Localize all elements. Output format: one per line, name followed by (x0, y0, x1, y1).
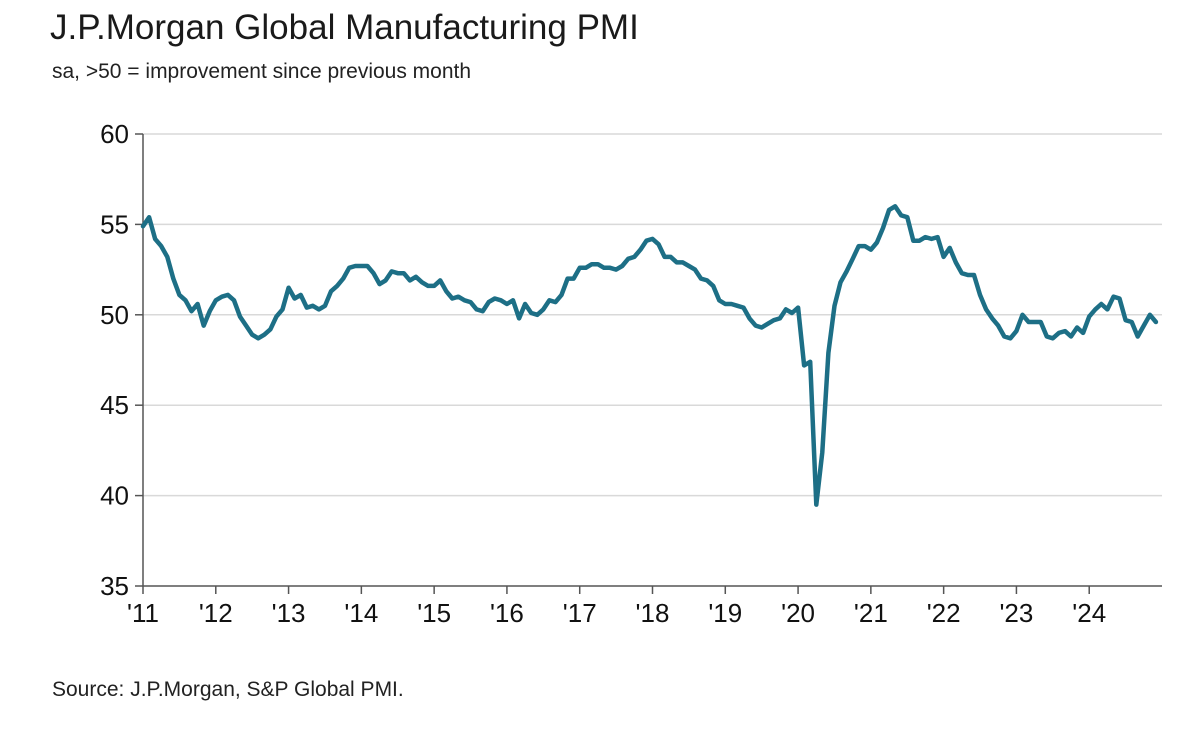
source-note: Source: J.P.Morgan, S&P Global PMI. (52, 678, 404, 701)
x-tick-label: '21 (854, 598, 888, 628)
x-axis-ticks: '11 '12 '13 '14 '15 '16 '17 '18 '19 '20 '21 '22 '23 '… (127, 598, 1106, 628)
series-layer (140, 204, 1159, 507)
y-tick-label: 40 (100, 481, 129, 511)
x-tick-label: '20 (781, 598, 815, 628)
x-tick-label: '14 (344, 598, 378, 628)
axes (135, 133, 1162, 594)
y-tick-label: 60 (100, 119, 129, 149)
x-tick-label: '18 (636, 598, 670, 628)
x-tick-label: '23 (999, 598, 1033, 628)
y-tick-label: 35 (100, 571, 129, 601)
chart-title: J.P.Morgan Global Manufacturing PMI (50, 8, 639, 47)
x-tick-label: '22 (927, 598, 961, 628)
series-line-pmi (140, 204, 1159, 507)
x-tick-label: '11 (127, 598, 159, 628)
x-tick-label: '24 (1072, 598, 1106, 628)
x-tick-label: '13 (272, 598, 306, 628)
y-tick-label: 55 (100, 209, 129, 239)
x-tick-label: '17 (563, 598, 597, 628)
y-tick-label: 50 (100, 300, 129, 330)
x-tick-label: '15 (417, 598, 451, 628)
y-axis-ticks: 35 40 45 50 55 60 (100, 119, 129, 601)
y-tick-label: 45 (100, 390, 129, 420)
gridlines (143, 133, 1162, 497)
chart-subtitle: sa, >50 = improvement since previous mon… (52, 60, 472, 83)
x-tick-label: '19 (708, 598, 742, 628)
x-tick-label: '16 (490, 598, 524, 628)
x-tick-label: '12 (199, 598, 233, 628)
